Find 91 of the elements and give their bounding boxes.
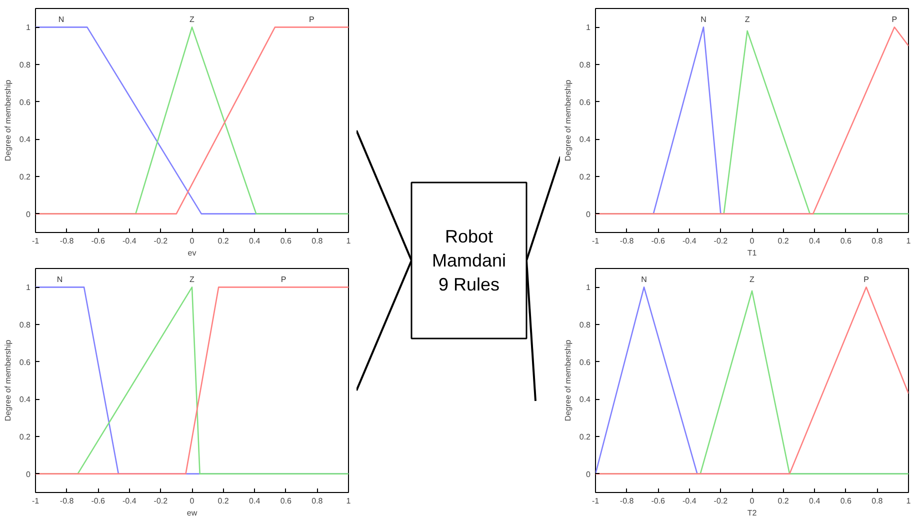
series-label: N bbox=[641, 275, 648, 284]
y-tick-label: 0.8 bbox=[19, 320, 32, 330]
x-tick-label: 0.8 bbox=[312, 236, 324, 246]
y-tick-label: 0.6 bbox=[19, 358, 32, 367]
x-tick-label: 0.8 bbox=[872, 236, 884, 246]
y-tick-label: 0.2 bbox=[19, 432, 32, 442]
y-tick-label: 0 bbox=[26, 210, 32, 219]
series-label: Z bbox=[744, 15, 750, 24]
series-label: Z bbox=[750, 275, 755, 284]
x-tick-label: 0.4 bbox=[249, 236, 261, 246]
x-tick-label: -0.2 bbox=[154, 236, 168, 246]
y-tick-label: 0.2 bbox=[19, 172, 32, 182]
x-tick-label: 0.4 bbox=[809, 236, 821, 246]
y-tick-label: 0 bbox=[586, 210, 592, 219]
x-axis-title: ew bbox=[186, 508, 198, 518]
y-tick-label: 0 bbox=[26, 470, 32, 479]
x-tick-label: 0.2 bbox=[218, 236, 230, 246]
y-tick-label: 1 bbox=[26, 23, 32, 32]
x-tick-label: 0.2 bbox=[218, 496, 230, 506]
text: 9 Rules bbox=[438, 274, 500, 294]
x-axis-title: T2 bbox=[747, 508, 758, 518]
x-tick-label: 0 bbox=[750, 496, 755, 506]
y-tick-label: 0.2 bbox=[579, 432, 592, 442]
x-tick-label: 0.2 bbox=[778, 496, 790, 506]
y-tick-label: 0.8 bbox=[19, 60, 32, 70]
y-tick-label: 0.4 bbox=[19, 135, 32, 144]
x-tick-label: -1 bbox=[592, 496, 600, 506]
x-tick-label: 0.4 bbox=[249, 496, 261, 506]
x-tick-label: -0.6 bbox=[651, 236, 666, 246]
x-tick-label: 0.4 bbox=[809, 496, 821, 506]
x-tick-label: -0.8 bbox=[620, 236, 634, 246]
x-tick-label: 0.6 bbox=[280, 496, 292, 506]
x-tick-label: -1 bbox=[32, 496, 40, 506]
series-label: N bbox=[700, 15, 707, 24]
x-tick-label: 0 bbox=[190, 496, 195, 506]
x-tick-label: 0.8 bbox=[872, 496, 884, 506]
y-tick-label: 0.6 bbox=[579, 358, 592, 367]
y-tick-label: 0.8 bbox=[579, 60, 592, 70]
series-label: N bbox=[56, 275, 63, 284]
y-axis-title: Degree of membership bbox=[563, 79, 572, 162]
x-tick-label: 1 bbox=[906, 236, 912, 246]
y-tick-label: 0 bbox=[586, 470, 592, 479]
x-tick-label: 0.8 bbox=[312, 496, 324, 506]
y-tick-label: 0.6 bbox=[579, 98, 592, 107]
x-tick-label: -1 bbox=[592, 236, 600, 246]
x-tick-label: 0 bbox=[750, 236, 755, 246]
x-tick-label: -0.4 bbox=[122, 236, 137, 246]
y-tick-label: 0.6 bbox=[19, 98, 32, 107]
y-tick-label: 0.4 bbox=[579, 135, 592, 144]
x-tick-label: 0 bbox=[190, 236, 195, 246]
x-tick-label: -0.8 bbox=[60, 496, 74, 506]
series-label: P bbox=[309, 15, 314, 24]
x-tick-label: -0.2 bbox=[714, 496, 728, 506]
text: Robot bbox=[444, 226, 494, 246]
y-tick-label: 0.4 bbox=[19, 395, 32, 404]
x-tick-label: 0.6 bbox=[840, 496, 852, 506]
x-tick-label: -0.4 bbox=[682, 236, 697, 246]
x-axis-title: T1 bbox=[747, 248, 758, 258]
x-tick-label: -0.2 bbox=[714, 236, 728, 246]
series-label: P bbox=[892, 15, 898, 24]
y-tick-label: 1 bbox=[586, 283, 592, 292]
x-tick-label: -0.8 bbox=[60, 236, 74, 246]
x-axis-title: ev bbox=[188, 248, 196, 258]
series-label: N bbox=[58, 15, 64, 24]
y-tick-label: 0.4 bbox=[579, 395, 592, 404]
x-tick-label: -0.4 bbox=[682, 496, 697, 506]
series-label: Z bbox=[190, 15, 195, 24]
x-tick-label: 0.6 bbox=[840, 236, 852, 246]
y-axis-title: Degree of membership bbox=[563, 339, 572, 422]
x-tick-label: -0.4 bbox=[122, 496, 137, 506]
x-tick-label: -0.6 bbox=[91, 496, 106, 506]
y-tick-label: 0.2 bbox=[579, 172, 592, 182]
x-tick-label: 1 bbox=[346, 496, 352, 506]
y-tick-label: 0.8 bbox=[579, 320, 592, 330]
text: Mamdani bbox=[432, 250, 506, 270]
y-tick-label: 1 bbox=[586, 23, 592, 32]
x-tick-label: -0.2 bbox=[154, 496, 168, 506]
series-label: Z bbox=[190, 275, 195, 284]
x-tick-label: 0.6 bbox=[280, 236, 292, 246]
y-tick-label: 1 bbox=[26, 283, 32, 292]
x-tick-label: -0.8 bbox=[620, 496, 634, 506]
y-axis-title: Degree of membership bbox=[3, 79, 12, 162]
x-tick-label: -1 bbox=[32, 236, 40, 246]
x-tick-label: -0.6 bbox=[91, 236, 106, 246]
series-label: P bbox=[280, 275, 286, 284]
x-tick-label: 1 bbox=[906, 496, 912, 506]
series-label: P bbox=[864, 275, 869, 284]
y-axis-title: Degree of membership bbox=[3, 339, 12, 422]
x-tick-label: -0.6 bbox=[651, 496, 666, 506]
x-tick-label: 1 bbox=[346, 236, 352, 246]
x-tick-label: 0.2 bbox=[778, 236, 790, 246]
